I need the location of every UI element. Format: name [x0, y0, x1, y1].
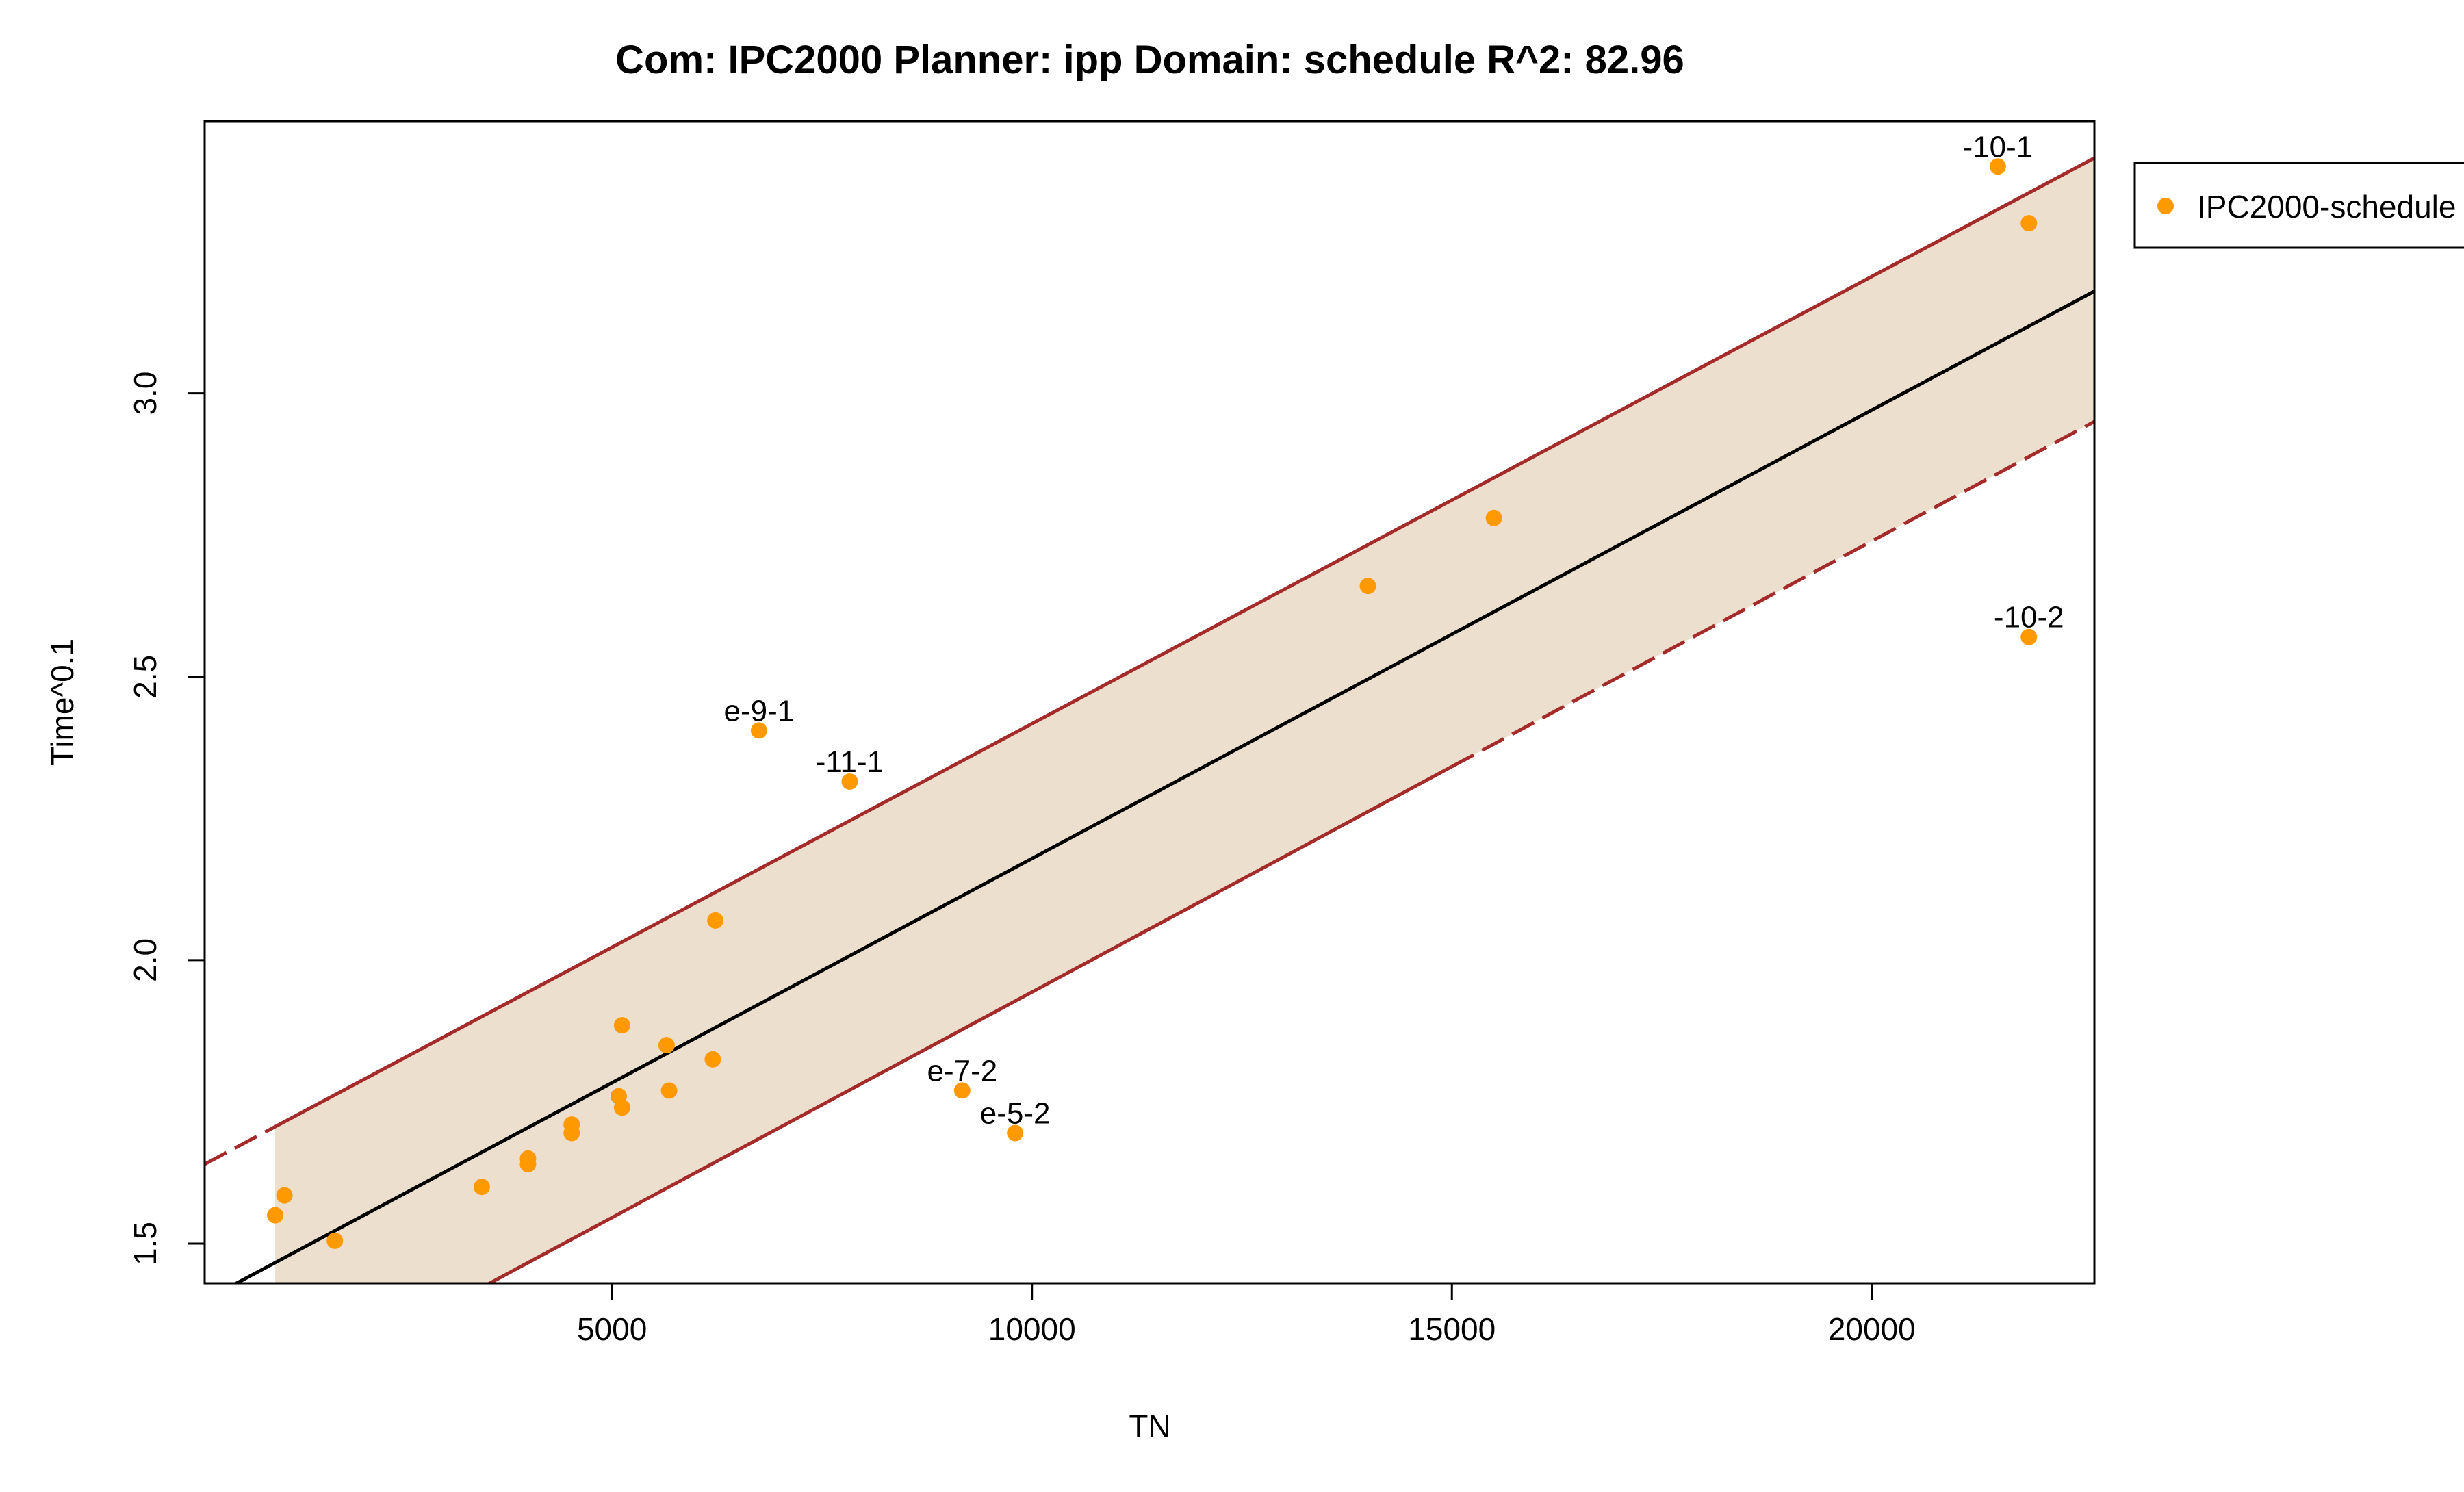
data-point: [326, 1232, 344, 1249]
x-axis: 5000 10000 15000 20000: [577, 1283, 1916, 1347]
prediction-band: [275, 157, 2094, 1283]
point-label: -10-2: [1994, 601, 2064, 634]
y-tick-label: 2.0: [127, 938, 163, 982]
y-axis-label: Time^0.1: [44, 639, 80, 766]
data-point: [707, 912, 724, 929]
legend: IPC2000-schedule: [2133, 162, 2464, 249]
point-label: -11-1: [816, 745, 884, 779]
data-point: [473, 1179, 490, 1196]
y-tick-label: 1.5: [127, 1222, 163, 1265]
x-tick-label: 15000: [1408, 1311, 1496, 1347]
data-point: [2020, 628, 2038, 645]
lower-band-line-dashed: [1451, 420, 2094, 769]
upper-band-line-dashed: [205, 1124, 277, 1166]
data-point: [953, 1082, 971, 1099]
legend-label: IPC2000-schedule: [2197, 189, 2456, 224]
data-point: [613, 1017, 630, 1034]
x-tick-label: 20000: [1828, 1311, 1916, 1347]
x-tick-label: 5000: [577, 1311, 647, 1347]
point-label: e-7-2: [927, 1054, 997, 1088]
upper-band-line: [274, 156, 2094, 1129]
regression-line: [233, 290, 2094, 1283]
data-point: [1485, 509, 1502, 526]
point-label: -10-1: [1963, 130, 2033, 164]
data-point: [613, 1099, 630, 1116]
data-point: [563, 1116, 580, 1133]
lower-band-line: [486, 764, 1453, 1283]
y-tick-label: 3.0: [127, 372, 163, 415]
data-point: [1359, 578, 1376, 595]
data-point: [276, 1187, 293, 1204]
data-point: [704, 1051, 721, 1068]
plot-area: [205, 156, 2094, 1283]
data-point: [660, 1082, 678, 1099]
x-axis-label: TN: [1129, 1409, 1170, 1444]
point-label: e-9-1: [724, 694, 795, 728]
legend-marker: [2157, 198, 2174, 214]
data-point: [658, 1037, 675, 1054]
legend-box: [2133, 162, 2464, 249]
data-point: [2020, 215, 2038, 232]
y-axis: 1.5 2.0 2.5 3.0: [127, 372, 205, 1265]
data-point: [841, 773, 858, 790]
data-point: [1007, 1124, 1024, 1142]
data-point: [1989, 158, 2006, 175]
plot-frame: [203, 120, 2096, 1285]
chart-title: Com: IPC2000 Planner: ipp Domain: schedu…: [615, 38, 1684, 82]
y-tick-label: 2.5: [127, 655, 163, 699]
point-label: e-5-2: [980, 1097, 1051, 1131]
data-point: [267, 1207, 284, 1224]
data-point: [750, 722, 767, 739]
x-tick-label: 10000: [988, 1311, 1076, 1347]
data-point: [519, 1150, 537, 1167]
